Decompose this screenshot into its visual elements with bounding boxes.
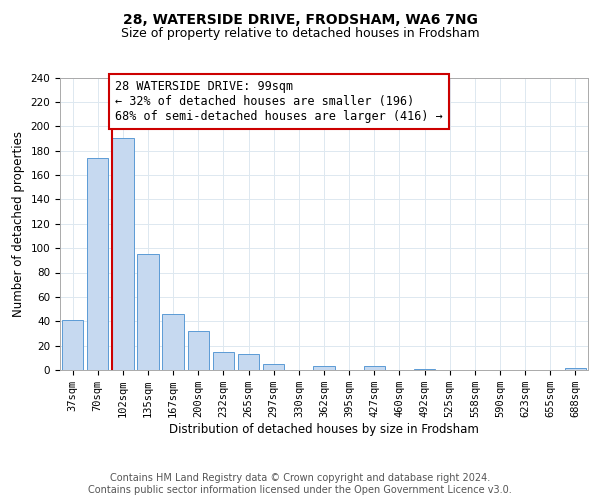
- Bar: [263, 364, 284, 370]
- Bar: [213, 352, 234, 370]
- Text: Contains HM Land Registry data © Crown copyright and database right 2024.
Contai: Contains HM Land Registry data © Crown c…: [88, 474, 512, 495]
- Text: 28 WATERSIDE DRIVE: 99sqm
← 32% of detached houses are smaller (196)
68% of semi: 28 WATERSIDE DRIVE: 99sqm ← 32% of detac…: [115, 80, 443, 123]
- Bar: [188, 331, 209, 370]
- Text: 28, WATERSIDE DRIVE, FRODSHAM, WA6 7NG: 28, WATERSIDE DRIVE, FRODSHAM, WA6 7NG: [122, 12, 478, 26]
- Bar: [364, 366, 385, 370]
- Bar: [238, 354, 259, 370]
- Bar: [112, 138, 134, 370]
- Bar: [87, 158, 109, 370]
- Y-axis label: Number of detached properties: Number of detached properties: [12, 130, 25, 317]
- X-axis label: Distribution of detached houses by size in Frodsham: Distribution of detached houses by size …: [169, 423, 479, 436]
- Bar: [163, 314, 184, 370]
- Bar: [137, 254, 158, 370]
- Text: Size of property relative to detached houses in Frodsham: Size of property relative to detached ho…: [121, 28, 479, 40]
- Bar: [414, 369, 435, 370]
- Bar: [313, 366, 335, 370]
- Bar: [62, 320, 83, 370]
- Bar: [565, 368, 586, 370]
